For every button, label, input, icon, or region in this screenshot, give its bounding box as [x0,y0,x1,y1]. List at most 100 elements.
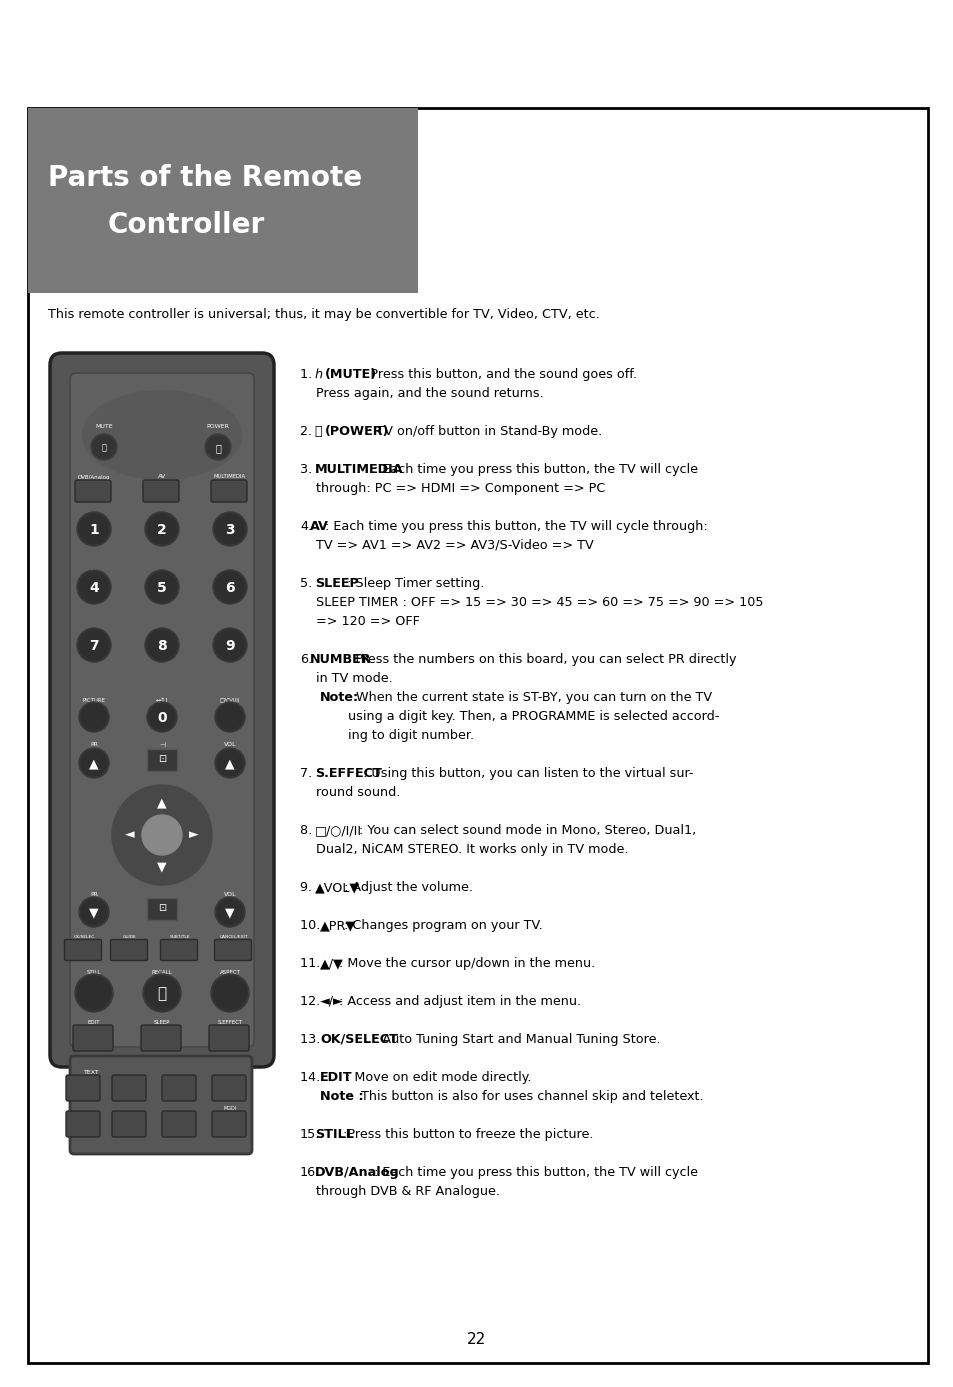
Text: STILL: STILL [87,971,101,975]
Text: : TV on/off button in Stand-By mode.: : TV on/off button in Stand-By mode. [363,424,601,438]
FancyBboxPatch shape [73,1025,112,1051]
Circle shape [79,571,109,602]
Circle shape [216,705,243,730]
Text: RECALL: RECALL [152,971,172,975]
Circle shape [207,436,229,458]
Text: VOL: VOL [223,742,236,748]
Text: MUTE: MUTE [95,424,112,430]
Text: This button is also for uses channel skip and teletext.: This button is also for uses channel ski… [353,1090,703,1103]
Text: This remote controller is universal; thus, it may be convertible for TV, Video, : This remote controller is universal; thu… [48,308,599,320]
FancyBboxPatch shape [50,354,274,1067]
FancyBboxPatch shape [211,480,247,502]
Text: : Changes program on your TV.: : Changes program on your TV. [339,920,542,932]
Text: : Press the numbers on this board, you can select PR directly: : Press the numbers on this board, you c… [343,653,736,666]
FancyBboxPatch shape [28,108,927,1363]
Text: OK/SELECT: OK/SELECT [319,1033,397,1046]
Text: 4.: 4. [299,520,312,533]
Circle shape [91,434,117,460]
FancyBboxPatch shape [66,1075,100,1101]
Text: : Auto Tuning Start and Manual Tuning Store.: : Auto Tuning Start and Manual Tuning St… [370,1033,659,1046]
Circle shape [149,705,174,730]
Text: YZ: YZ [226,627,233,632]
Text: ▲/▼: ▲/▼ [319,957,343,970]
Text: □/○/I/II: □/○/I/II [219,698,240,702]
Text: MNO: MNO [155,570,169,574]
Text: Dual2, NiCAM STEREO. It works only in TV mode.: Dual2, NiCAM STEREO. It works only in TV… [299,843,628,856]
Circle shape [79,748,109,778]
Text: ◄: ◄ [125,828,134,842]
Text: VOL: VOL [223,892,236,897]
Text: ℎ: ℎ [314,368,327,381]
Text: Note:: Note: [319,691,358,705]
Text: 0: 0 [157,712,167,725]
Circle shape [147,630,177,660]
Text: => 120 => OFF: => 120 => OFF [299,614,419,628]
Text: : Sleep Timer setting.: : Sleep Timer setting. [342,577,483,589]
Text: ▼: ▼ [157,860,167,874]
Text: ►: ► [189,828,198,842]
FancyBboxPatch shape [162,1075,195,1101]
Circle shape [75,974,112,1013]
Text: □/○/I/II: □/○/I/II [314,824,362,836]
Circle shape [77,628,111,662]
Text: 🔇: 🔇 [101,444,107,452]
Text: POWER: POWER [207,424,230,430]
Text: 1.: 1. [299,368,315,381]
Text: MULTIMEDIA: MULTIMEDIA [314,463,403,476]
Circle shape [214,630,245,660]
Text: ⏻: ⏻ [214,442,221,454]
Text: 7: 7 [89,639,99,653]
Text: ◄/►: ◄/► [319,994,343,1008]
FancyBboxPatch shape [212,1075,246,1101]
Circle shape [145,976,179,1010]
FancyBboxPatch shape [160,939,197,961]
Circle shape [77,976,111,1010]
Text: ⊣: ⊣ [159,742,165,748]
FancyBboxPatch shape [209,1025,249,1051]
Text: : Press this button, and the sound goes off.: : Press this button, and the sound goes … [358,368,637,381]
Text: : Each time you press this button, the TV will cycle: : Each time you press this button, the T… [370,1166,698,1179]
Text: 16.: 16. [299,1166,320,1179]
Text: ASPECT: ASPECT [219,971,240,975]
Text: S.EFFECT: S.EFFECT [217,1021,242,1025]
Text: Controller: Controller [108,211,265,239]
Text: : Each time you press this button, the TV will cycle through:: : Each time you press this button, the T… [321,520,707,533]
Text: SLEEP: SLEEP [153,1021,170,1025]
FancyBboxPatch shape [212,1111,246,1137]
Circle shape [79,515,109,544]
Text: PQR: PQR [224,570,235,574]
Circle shape [142,816,182,854]
Text: : You can select sound mode in Mono, Stereo, Dual1,: : You can select sound mode in Mono, Ste… [355,824,696,836]
Text: TV => AV1 => AV2 => AV3/S-Video => TV: TV => AV1 => AV2 => AV3/S-Video => TV [299,540,593,552]
Circle shape [216,750,243,775]
Text: 7.: 7. [299,767,315,779]
Circle shape [81,750,107,775]
Text: ▲: ▲ [89,757,99,771]
FancyBboxPatch shape [143,480,179,502]
FancyBboxPatch shape [162,1111,195,1137]
Ellipse shape [82,390,242,480]
Circle shape [213,628,247,662]
Text: PR: PR [90,742,98,748]
Text: ⊡: ⊡ [158,903,166,913]
Circle shape [214,897,245,927]
Text: 5.: 5. [299,577,315,589]
Text: Press again, and the sound returns.: Press again, and the sound returns. [299,387,543,399]
Text: 4: 4 [89,581,99,595]
Text: : Move the cursor up/down in the menu.: : Move the cursor up/down in the menu. [335,957,595,970]
Circle shape [211,974,249,1013]
FancyBboxPatch shape [28,108,417,293]
Text: EDIT: EDIT [319,1071,353,1085]
Circle shape [79,897,109,927]
Text: ▲: ▲ [157,796,167,810]
Text: ▼: ▼ [89,907,99,920]
Text: round sound.: round sound. [299,786,400,799]
Circle shape [145,512,179,546]
Circle shape [216,899,243,925]
Text: 10.: 10. [299,920,324,932]
Text: through DVB & RF Analogue.: through DVB & RF Analogue. [299,1184,499,1198]
Text: MULTIMEDIA: MULTIMEDIA [213,474,246,480]
Text: 2.: 2. [299,424,315,438]
Text: : Adjust the volume.: : Adjust the volume. [339,881,473,895]
Text: ▼: ▼ [225,907,234,920]
